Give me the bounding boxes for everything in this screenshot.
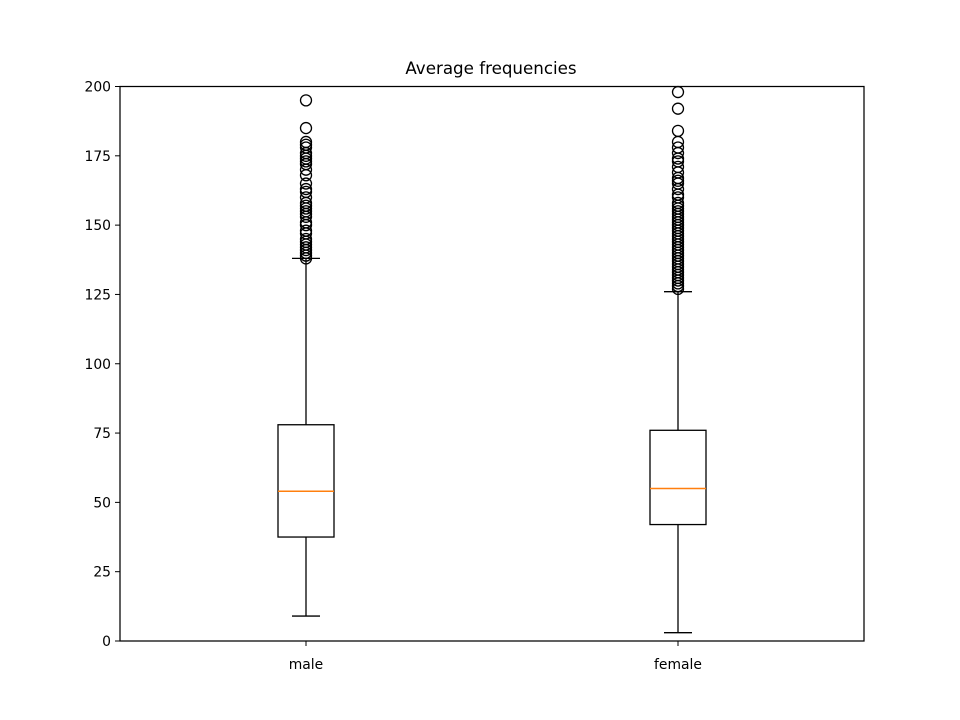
y-tick-label: 200 — [84, 80, 111, 96]
y-tick-label: 50 — [93, 495, 111, 511]
x-tick-label: female — [654, 657, 702, 673]
outlier-point — [671, 160, 685, 174]
outlier-point — [671, 141, 685, 154]
y-tick-label: 125 — [84, 287, 111, 303]
outlier-point — [299, 191, 313, 204]
y-tick-label: 175 — [84, 149, 111, 165]
outlier-point — [299, 141, 313, 154]
outlier-point — [299, 138, 313, 151]
y-tick-label: 100 — [84, 357, 111, 373]
y-axis: 0 25 50 75 100 125 150 175 200 — [84, 80, 120, 650]
outlier-point — [671, 155, 685, 168]
outlier-point — [671, 174, 685, 187]
outlier-point — [299, 177, 313, 190]
y-tick-label: 75 — [93, 426, 111, 442]
x-tick-label: male — [289, 657, 323, 673]
plot-frame — [119, 85, 865, 642]
outlier-point — [299, 121, 313, 135]
outlier-point — [299, 185, 313, 199]
outlier-point — [299, 205, 313, 218]
outlier-point — [671, 205, 685, 218]
x-axis: male female — [289, 641, 702, 673]
outlier-point — [299, 224, 313, 237]
box-male — [277, 94, 335, 617]
outlier-point — [671, 85, 685, 99]
y-tick-label: 25 — [93, 565, 111, 581]
chart-title: Average frequencies — [405, 58, 576, 78]
outlier-point — [299, 199, 313, 212]
outlier-point — [299, 94, 313, 107]
outlier-point — [671, 102, 685, 115]
y-tick-label: 150 — [84, 218, 111, 234]
boxes-layer — [277, 85, 707, 634]
y-tick-label: 0 — [102, 634, 111, 650]
outlier-point — [299, 182, 313, 196]
interquartile-box — [277, 424, 335, 538]
box-female — [649, 85, 707, 634]
interquartile-box — [649, 429, 707, 526]
outlier-point — [671, 124, 685, 138]
outlier-point — [671, 196, 685, 210]
outlier-point — [299, 135, 313, 149]
outlier-point — [299, 155, 313, 168]
outlier-point — [671, 191, 685, 204]
outlier-point — [299, 241, 313, 254]
outlier-point — [299, 232, 313, 246]
